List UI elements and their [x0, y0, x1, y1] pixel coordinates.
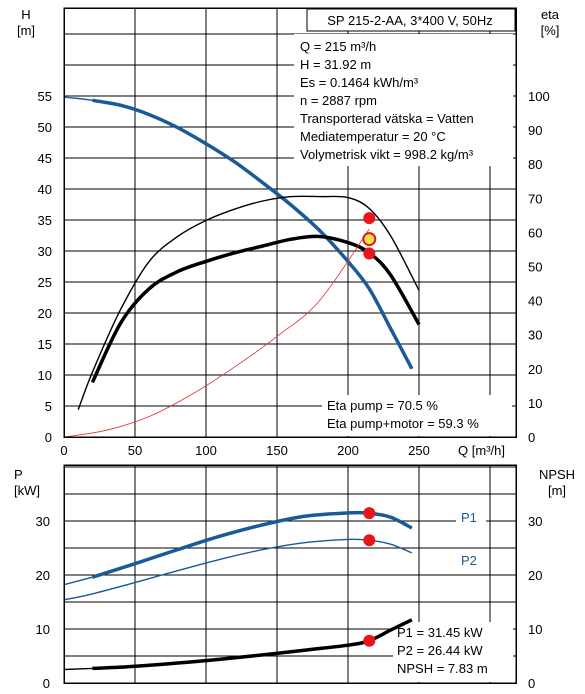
y-right-tick-label: 30 [528, 328, 542, 343]
duty-point-marker [363, 212, 376, 225]
y-left-tick-label: 40 [38, 182, 52, 197]
y-left-axis-unit: [kW] [14, 483, 40, 498]
y-left-axis-label: H [21, 7, 30, 22]
y-left-tick-label: 35 [38, 213, 52, 228]
series-line-1 [63, 96, 93, 101]
y-left-tick-label: 5 [45, 399, 52, 414]
y-right-tick-label: 0 [528, 676, 535, 691]
duty-point-marker [362, 232, 377, 247]
y-left-tick-label: 30 [38, 244, 52, 259]
series-line-0 [91, 510, 413, 579]
y-right-axis-label: eta [541, 7, 560, 22]
x-tick-label: 50 [128, 443, 142, 458]
series-line-1 [63, 576, 93, 586]
duty-point-marker [363, 507, 376, 520]
eta-box-bg [322, 395, 512, 436]
series-line-4 [63, 228, 370, 438]
title-box [306, 8, 516, 32]
series-line-4 [63, 667, 93, 671]
y-right-tick-label: 0 [528, 430, 535, 445]
y-left-tick-label: 15 [38, 337, 52, 352]
x-axis-label-bg [440, 441, 514, 459]
series-line-2 [77, 195, 420, 410]
info-line: Es = 0.1464 kWh/m³ [300, 75, 419, 90]
series-line-3 [92, 618, 413, 671]
y-left-tick-label: 10 [38, 368, 52, 383]
eta-label: Eta pump+motor = 59.3 % [327, 416, 479, 431]
x-tick-label: 250 [408, 443, 430, 458]
info-line: Q = 215 m³/h [300, 39, 376, 54]
info-line: Volymetrisk vikt = 998.2 kg/m³ [300, 147, 474, 162]
duty-point-marker [363, 534, 376, 547]
y-left-axis-unit: [m] [17, 23, 35, 38]
series-line-2 [63, 538, 413, 601]
series-line-0 [92, 98, 414, 370]
y-left-tick-label: 20 [38, 306, 52, 321]
series-label-p1: P1 [461, 510, 477, 525]
info-box-bg [393, 622, 513, 682]
y-left-tick-label: 0 [43, 676, 50, 691]
y-right-tick-label: 90 [528, 123, 542, 138]
y-right-axis-unit: [m] [548, 483, 566, 498]
y-left-tick-label: 25 [38, 275, 52, 290]
y-left-tick-label: 30 [36, 514, 50, 529]
y-left-tick-label: 55 [38, 89, 52, 104]
info-box-bg [294, 34, 513, 166]
info-line: Transporterad vätska = Vatten [300, 111, 474, 126]
bottom-chart-panel: 0 10 20 30 0 10 20 30 P[kW] NPSH[m] P1 P2 P1 = 31.45… [14, 464, 575, 691]
info-line: H = 31.92 m [300, 57, 371, 72]
plot-frame [63, 7, 517, 438]
y-right-tick-label: 100 [528, 89, 550, 104]
eta-label: Eta pump = 70.5 % [327, 398, 438, 413]
y-right-tick-label: 60 [528, 225, 542, 240]
x-tick-label: 0 [60, 443, 67, 458]
x-tick-label: 200 [337, 443, 359, 458]
duty-point-marker [363, 634, 376, 647]
y-right-tick-label: 20 [528, 362, 542, 377]
info-line: P2 = 26.44 kW [397, 643, 483, 658]
p2-label-bg [456, 551, 486, 569]
x-tick-label: 150 [266, 443, 288, 458]
y-right-tick-label: 10 [528, 622, 542, 637]
y-right-tick-label: 20 [528, 568, 542, 583]
y-right-tick-label: 70 [528, 191, 542, 206]
duty-point-marker [363, 247, 376, 260]
info-line: P1 = 31.45 kW [397, 625, 483, 640]
x-axis-label: Q [m³/h] [458, 443, 505, 458]
y-left-tick-label: 20 [36, 568, 50, 583]
y-right-tick-label: 80 [528, 157, 542, 172]
info-line: Mediatemperatur = 20 °C [300, 129, 446, 144]
y-right-tick-label: 50 [528, 260, 542, 275]
y-right-tick-label: 30 [528, 514, 542, 529]
y-left-tick-label: 50 [38, 120, 52, 135]
top-chart-panel: 0 50 100 150 200 250 0 5 10 15 20 25 30 35 40 45 50 55 0 10… [17, 7, 560, 459]
y-left-tick-label: 0 [45, 430, 52, 445]
y-right-tick-label: 40 [528, 294, 542, 309]
plot-frame [63, 464, 517, 684]
y-left-tick-label: 10 [36, 622, 50, 637]
y-right-tick-label: 10 [528, 396, 542, 411]
y-right-axis-label: NPSH [539, 467, 575, 482]
y-left-axis-label: P [14, 467, 23, 482]
y-right-axis-unit: [%] [541, 23, 560, 38]
info-line: n = 2887 rpm [300, 93, 377, 108]
chart-title: SP 215-2-AA, 3*400 V, 50Hz [327, 13, 493, 28]
p1-label-bg [456, 508, 486, 526]
x-tick-label: 100 [195, 443, 217, 458]
series-label-p2: P2 [461, 553, 477, 568]
info-line: NPSH = 7.83 m [397, 661, 488, 676]
y-left-tick-label: 45 [38, 151, 52, 166]
